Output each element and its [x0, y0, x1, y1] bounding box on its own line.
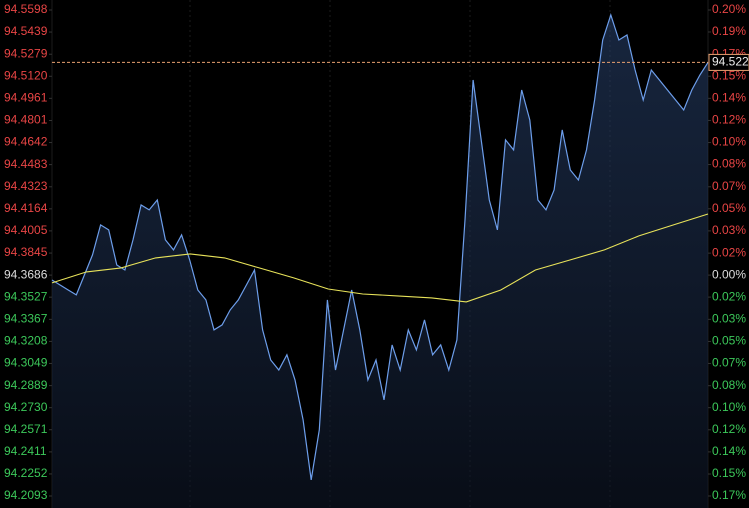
y-tick-label: 94.3208 [4, 334, 48, 348]
y2-tick-label: 0.14% [712, 444, 746, 458]
y2-tick-label: 0.12% [712, 113, 746, 127]
y-tick-label: 94.3527 [4, 289, 48, 303]
y2-tick-label: 0.08% [712, 157, 746, 171]
y-tick-label: 94.2571 [4, 422, 48, 436]
y2-tick-label: 0.14% [712, 90, 746, 104]
y-tick-label: 94.2252 [4, 466, 48, 480]
y2-tick-label: 0.08% [712, 378, 746, 392]
last-price-label: 94.522 [712, 55, 749, 69]
y-tick-label: 94.3686 [4, 267, 48, 281]
y-tick-label: 94.2411 [4, 444, 47, 458]
y2-tick-label: 0.03% [712, 312, 746, 326]
y-tick-label: 94.5120 [4, 68, 48, 82]
y2-tick-label: 0.00% [712, 267, 746, 281]
y2-tick-label: 0.15% [712, 68, 746, 82]
y-tick-label: 94.3367 [4, 312, 48, 326]
y-tick-label: 94.4164 [4, 201, 48, 215]
y2-tick-label: 0.07% [712, 356, 746, 370]
y2-tick-label: 0.19% [712, 24, 746, 38]
y-tick-label: 94.2093 [4, 488, 48, 502]
average-line [51, 213, 709, 303]
y2-tick-label: 0.12% [712, 422, 746, 436]
y2-tick-label: 0.02% [712, 289, 746, 303]
y2-tick-label: 0.15% [712, 466, 746, 480]
y2-tick-label: 0.03% [712, 223, 746, 237]
y-tick-label: 94.4961 [4, 90, 48, 104]
y2-tick-label: 0.07% [712, 179, 746, 193]
price-line [51, 13, 709, 480]
y-tick-label: 94.5598 [4, 2, 48, 16]
y2-tick-label: 0.20% [712, 2, 746, 16]
y-tick-label: 94.4005 [4, 223, 48, 237]
y-tick-label: 94.3049 [4, 356, 48, 370]
y2-tick-label: 0.05% [712, 334, 746, 348]
y-tick-label: 94.4323 [4, 179, 48, 193]
y2-tick-label: 0.17% [712, 488, 746, 502]
y-tick-label: 94.2889 [4, 378, 48, 392]
y-tick-label: 94.4483 [4, 157, 48, 171]
last-price-box [708, 53, 749, 71]
y2-tick-label: 0.05% [712, 201, 746, 215]
y2-tick-label: 0.10% [712, 400, 746, 414]
y-tick-label: 94.4642 [4, 135, 48, 149]
y-tick-label: 94.4801 [4, 113, 48, 127]
y-tick-label: 94.5439 [4, 24, 48, 38]
y-tick-label: 94.2730 [4, 400, 48, 414]
y2-tick-label: 0.02% [712, 245, 746, 259]
y-tick-label: 94.3845 [4, 245, 48, 259]
price-area [52, 15, 708, 508]
y-tick-label: 94.5279 [4, 46, 48, 60]
y2-tick-label: 0.10% [712, 135, 746, 149]
